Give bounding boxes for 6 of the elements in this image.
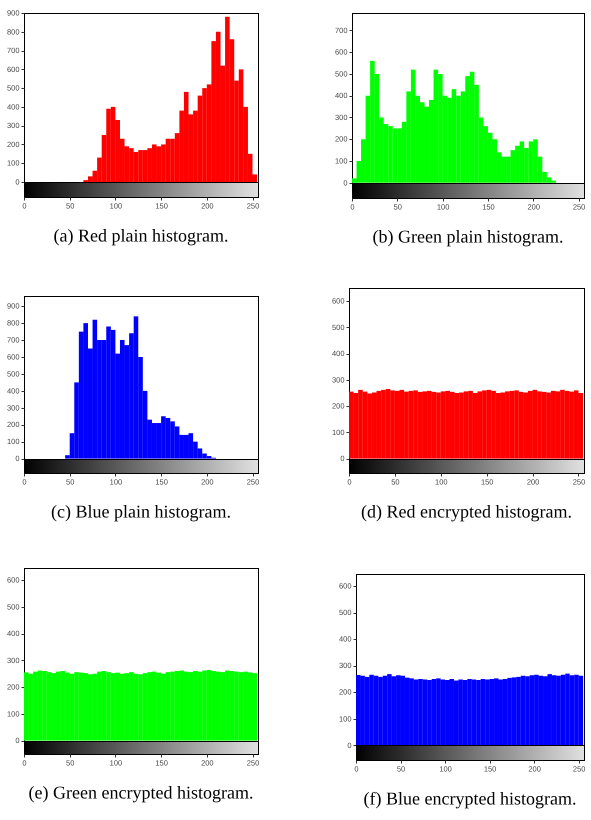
text: (a) Red plain histogram. (54, 226, 228, 246)
text: (c) Blue plain histogram. (51, 502, 231, 522)
text: (b) Green plain histogram. (372, 226, 564, 246)
text: (d) Red encrypted histogram. (361, 502, 572, 522)
text: (e) Green encrypted histogram. (28, 782, 254, 802)
text: (f) Blue encrypted histogram. (364, 788, 576, 808)
